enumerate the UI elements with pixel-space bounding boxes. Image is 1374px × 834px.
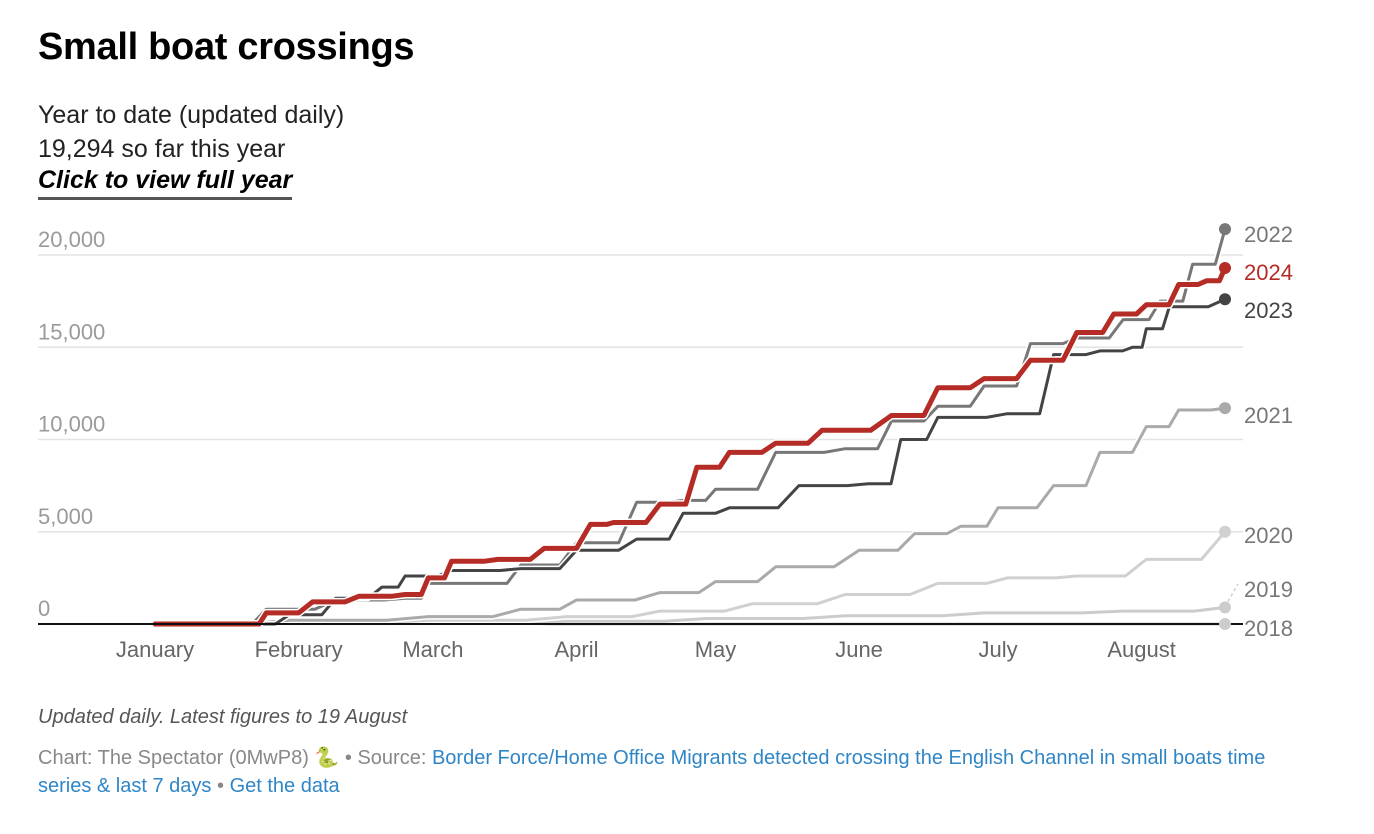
series-endpoints <box>1219 223 1231 630</box>
x-tick-label: April <box>555 637 599 662</box>
series-halo-2024 <box>155 266 1229 628</box>
x-tick-label: January <box>116 637 194 662</box>
snake-emoji-icon: 🐍 <box>314 747 340 769</box>
y-tick-label: 0 <box>38 596 50 621</box>
x-axis-labels: January February March April May June July Augu… <box>116 637 1176 662</box>
series-line-2022 <box>153 227 1227 626</box>
leader-line-2019 <box>1227 583 1239 602</box>
series-endpoint-2022 <box>1219 223 1231 236</box>
series-line-2024 <box>152 265 1228 627</box>
series-endpoint-2018 <box>1219 618 1231 630</box>
series-endpoint-2021 <box>1219 402 1231 415</box>
line-chart: 0 5,000 10,000 15,000 20,000 January February… <box>38 222 1293 662</box>
view-full-year-link[interactable]: Click to view full year <box>38 166 293 200</box>
chart-source: Chart: The Spectator (0MwP8) 🐍 • Source:… <box>38 744 1298 800</box>
y-tick-label: 10,000 <box>38 412 105 437</box>
legend-label-2018: 2018 <box>1244 616 1293 641</box>
subtitle-line-1: Year to date (updated daily) <box>38 101 345 129</box>
series-endpoint-2020 <box>1219 525 1231 538</box>
legend-label-2022: 2022 <box>1244 222 1293 247</box>
series-endpoint-2024 <box>1219 262 1231 275</box>
series-endpoint-2023 <box>1219 293 1231 306</box>
x-tick-label: August <box>1107 637 1176 662</box>
x-tick-label: February <box>255 637 343 662</box>
subtitle-line-2: 19,294 so far this year <box>38 135 286 163</box>
chart-subtitle: Year to date (updated daily) 19,294 so f… <box>38 98 344 166</box>
x-tick-label: June <box>835 637 883 662</box>
legend-label-2020: 2020 <box>1244 523 1293 548</box>
series-endpoint-2019 <box>1219 601 1231 614</box>
series-line-2021 <box>153 406 1227 626</box>
source-label: Source: <box>357 747 427 769</box>
y-tick-label: 15,000 <box>38 319 105 344</box>
chart-notes: Updated daily. Latest figures to 19 Augu… <box>38 706 408 728</box>
legend-label-2024: 2024 <box>1244 260 1293 285</box>
x-tick-label: March <box>402 637 463 662</box>
direct-labels: 2018 2019 2020 2021 2022 2023 2024 <box>1227 222 1293 641</box>
x-tick-label: July <box>978 637 1017 662</box>
get-the-data-link[interactable]: Get the data <box>229 775 340 797</box>
y-tick-label: 20,000 <box>38 227 105 252</box>
x-tick-label: May <box>695 637 737 662</box>
series-halo-2022 <box>155 228 1228 627</box>
separator: • <box>344 747 352 769</box>
chart-title: Small boat crossings <box>38 26 415 68</box>
series-line-2020 <box>153 530 1227 626</box>
credit-text: Chart: The Spectator (0MwP8) <box>38 747 309 769</box>
y-axis-labels: 0 5,000 10,000 15,000 20,000 <box>38 227 105 621</box>
separator: • <box>216 775 224 797</box>
gridlines <box>38 254 1243 533</box>
legend-label-2023: 2023 <box>1244 298 1293 323</box>
legend-label-2021: 2021 <box>1244 403 1293 428</box>
legend-label-2019: 2019 <box>1244 577 1293 602</box>
source-link[interactable]: Border Force/Home Office Migrants detect… <box>38 747 1266 797</box>
y-tick-label: 5,000 <box>38 504 93 529</box>
series-lines <box>152 227 1229 628</box>
